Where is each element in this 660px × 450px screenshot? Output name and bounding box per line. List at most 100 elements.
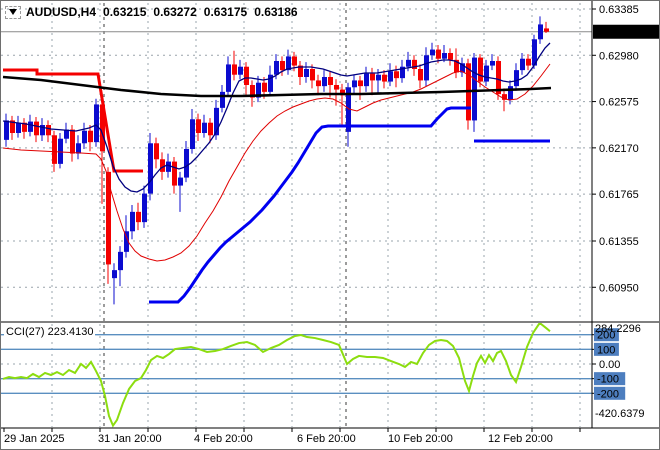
- candle-bull: [28, 121, 33, 132]
- navy-ma-line: [2, 42, 551, 193]
- candle-bear: [46, 125, 51, 136]
- symbol-timeframe-label: AUDUSD,H4: [26, 5, 97, 19]
- candle-bear: [298, 65, 303, 77]
- candle-bear: [328, 77, 333, 85]
- symbol-dropdown-button[interactable]: [5, 5, 21, 19]
- candle-bear: [370, 73, 375, 81]
- cci-min-label: -420.6379: [595, 408, 645, 420]
- candle-bear: [106, 171, 111, 265]
- black-ma-line: [2, 75, 552, 98]
- candle-bull: [64, 129, 69, 139]
- candle-bear: [310, 69, 315, 81]
- candle-bear: [34, 121, 39, 136]
- last-price-tag-value: 0.63186: [599, 27, 639, 39]
- candle-bull: [148, 143, 153, 194]
- candle-bear: [358, 80, 363, 87]
- candle-bear: [70, 129, 75, 154]
- cci-level-label-box: [594, 328, 619, 342]
- y-axis-label: 0.63385: [599, 4, 639, 16]
- candle-bull: [286, 56, 291, 71]
- candle-bull: [274, 61, 279, 75]
- candle-bear: [160, 159, 165, 172]
- candle-bull: [406, 59, 411, 67]
- candle-bear: [22, 122, 27, 132]
- x-axis-label: 4 Feb 20:00: [194, 433, 253, 445]
- last-price-tag: [593, 24, 659, 39]
- candle-bull: [256, 82, 261, 98]
- candle-bear: [334, 85, 339, 90]
- candle-bear: [10, 120, 15, 133]
- candle-bear: [208, 122, 213, 136]
- candle-bear: [394, 71, 399, 79]
- gann-trend-line-bear: [3, 68, 143, 173]
- candle-bull: [514, 70, 519, 87]
- candle-bear: [340, 89, 345, 96]
- candle-bear: [526, 58, 531, 66]
- y-axis-label: 0.62575: [599, 97, 639, 109]
- candle-bull: [226, 64, 231, 92]
- indicator-name: CCI(27): [6, 326, 45, 338]
- cci-level-label: 100: [597, 344, 615, 356]
- candle-bull: [460, 63, 465, 73]
- candle-bull: [94, 104, 99, 143]
- candle-bull: [124, 231, 129, 252]
- candle-bear: [172, 161, 177, 186]
- candle-bull: [364, 73, 369, 87]
- ohlc-close-value: 0.63186: [254, 5, 298, 19]
- ohlc-high-value: 0.63272: [153, 5, 197, 19]
- candle-bear: [244, 66, 249, 85]
- chevron-down-icon: [9, 9, 17, 15]
- candle-bear: [100, 104, 105, 152]
- candle-bull: [388, 71, 393, 82]
- x-axis-label: 12 Feb 20:00: [488, 433, 553, 445]
- candle-bull: [484, 65, 489, 82]
- gann-trend-line-bull: [149, 106, 471, 304]
- candle-bull: [352, 80, 357, 88]
- candle-bear: [502, 94, 507, 100]
- cci-line: [2, 322, 551, 428]
- candle-bear: [154, 143, 159, 160]
- cci-level-label: 0.00: [599, 359, 620, 371]
- candle-bull: [520, 58, 525, 71]
- candle-bull: [118, 251, 123, 271]
- candle-bear: [478, 57, 483, 82]
- candle-bull: [76, 143, 81, 154]
- candle-bull: [400, 66, 405, 79]
- candle-bull: [322, 77, 327, 87]
- y-axis-label: 0.61355: [599, 236, 639, 248]
- cci-max-label: 284.2296: [595, 323, 641, 335]
- candle-bear: [316, 80, 321, 87]
- candle-bull: [142, 193, 147, 223]
- cci-level-label: 200: [597, 330, 615, 342]
- candle-bear: [292, 56, 297, 66]
- candle-bear: [454, 59, 459, 73]
- red-ma-line: [2, 63, 551, 262]
- candle-bear: [496, 61, 501, 95]
- candle-bull: [112, 270, 117, 279]
- candle-bull: [202, 122, 207, 133]
- candle-bear: [196, 119, 201, 133]
- candle-bull: [130, 211, 135, 232]
- candle-bull: [376, 74, 381, 81]
- cci-level-label-box: [594, 386, 626, 400]
- candle-bear: [250, 85, 255, 98]
- indicator-value: 223.4130: [47, 326, 94, 338]
- candle-bear: [52, 135, 57, 164]
- candle-bear: [412, 59, 417, 69]
- candle-bull: [472, 57, 477, 121]
- candle-bull: [538, 24, 543, 40]
- candle-bull: [490, 61, 495, 66]
- candle-bull: [40, 125, 45, 136]
- candle-bear: [280, 61, 285, 71]
- candle-bull: [190, 119, 195, 149]
- candle-bull: [214, 107, 219, 136]
- chart-title: AUDUSD,H4 0.63215 0.63272 0.63175 0.6318…: [5, 5, 298, 19]
- cci-level-label-box: [594, 372, 626, 386]
- ohlc-open-value: 0.63215: [103, 5, 147, 19]
- candle-bull: [184, 149, 189, 178]
- candle-bear: [136, 211, 141, 223]
- candle-bull: [532, 39, 537, 66]
- candle-bull: [424, 55, 429, 81]
- cci-level-label-box: [594, 342, 619, 356]
